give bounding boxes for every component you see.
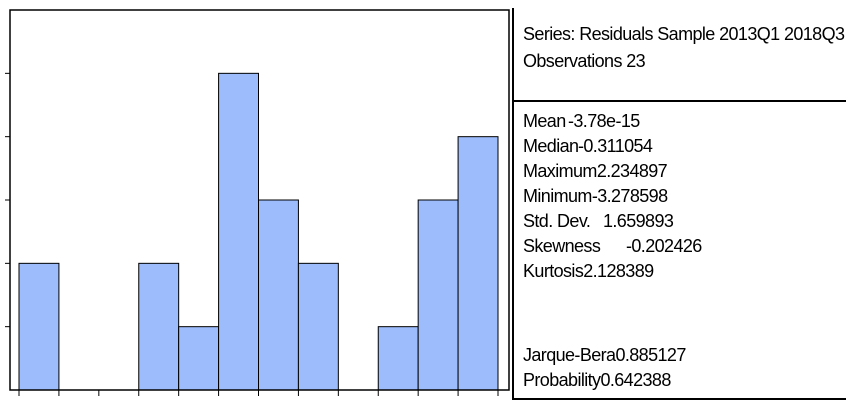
histogram-bar [258, 199, 299, 391]
histogram-bar [138, 262, 180, 391]
histogram-bar [377, 326, 419, 391]
stat-stddev: Std. Dev. 1.659893 [523, 209, 702, 234]
histogram-bar [417, 199, 459, 391]
stat-probability: Probability0.642388 [523, 368, 686, 393]
stat-median: Median-0.311054 [523, 134, 702, 159]
stat-probability-value: 0.642388 [600, 370, 671, 390]
stat-stddev-label: Std. Dev. [523, 211, 591, 231]
stat-minimum: Minimum-3.278598 [523, 184, 702, 209]
stat-median-label: Median [523, 136, 579, 156]
stat-maximum: Maximum2.234897 [523, 159, 702, 184]
stat-skewness: Skewness -0.202426 [523, 234, 702, 259]
observations-line: Observations 23 [523, 51, 646, 71]
stat-skewness-label: Skewness [523, 236, 601, 256]
stat-stddev-value: 1.659893 [603, 211, 674, 231]
series-line: Series: Residuals Sample 2013Q1 2018Q3 [523, 24, 845, 44]
histogram-bar [218, 72, 259, 391]
stat-maximum-label: Maximum [523, 161, 597, 181]
stat-jarque-bera-value: 0.885127 [615, 345, 686, 365]
stat-maximum-value: 2.234897 [596, 161, 668, 181]
histogram-chart [5, 9, 510, 396]
stat-mean: Mean -3.78e-15 [523, 109, 702, 134]
stat-kurtosis-value: 2.128389 [583, 261, 654, 281]
stat-probability-label: Probability [523, 370, 601, 390]
stat-kurtosis-label: Kurtosis [523, 261, 584, 281]
stat-jarque-bera: Jarque-Bera0.885127 [523, 343, 686, 368]
histogram-bar [457, 136, 499, 391]
stats-separator [512, 100, 846, 102]
stat-mean-value: -3.78e-15 [568, 111, 640, 131]
stat-minimum-label: Minimum [523, 186, 592, 206]
stat-median-value: -0.311054 [578, 136, 653, 156]
stat-mean-label: Mean [523, 111, 566, 131]
histogram-bar [178, 326, 220, 391]
histogram-bar [18, 262, 60, 391]
stat-minimum-value: -3.278598 [591, 186, 668, 206]
stat-skewness-value: -0.202426 [626, 236, 702, 256]
histogram-bar [297, 262, 339, 391]
stat-kurtosis: Kurtosis2.128389 [523, 259, 702, 284]
statistics-panel: Series: Residuals Sample 2013Q1 2018Q3 O… [512, 8, 846, 400]
normality-test: Jarque-Bera0.885127 Probability0.642388 [523, 343, 686, 393]
stat-jarque-bera-label: Jarque-Bera [523, 345, 616, 365]
descriptive-stats: Mean -3.78e-15 Median-0.311054 Maximum2.2… [523, 109, 702, 284]
